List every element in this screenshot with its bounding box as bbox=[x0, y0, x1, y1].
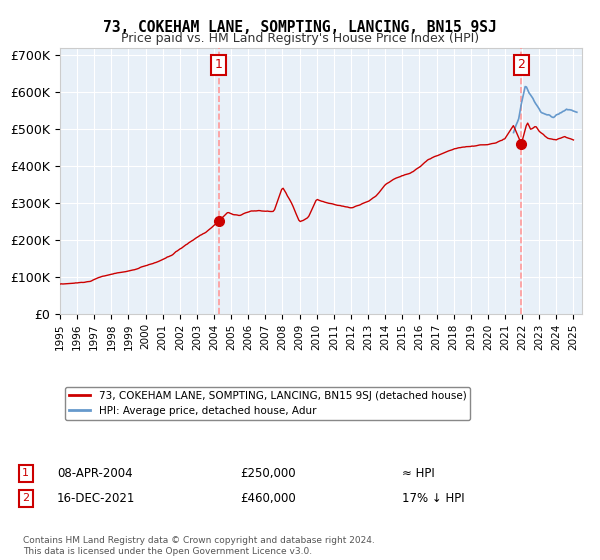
Text: 1: 1 bbox=[22, 468, 29, 478]
Text: 73, COKEHAM LANE, SOMPTING, LANCING, BN15 9SJ: 73, COKEHAM LANE, SOMPTING, LANCING, BN1… bbox=[103, 20, 497, 35]
Legend: 73, COKEHAM LANE, SOMPTING, LANCING, BN15 9SJ (detached house), HPI: Average pri: 73, COKEHAM LANE, SOMPTING, LANCING, BN1… bbox=[65, 386, 470, 420]
Text: 08-APR-2004: 08-APR-2004 bbox=[57, 466, 133, 480]
Text: 16-DEC-2021: 16-DEC-2021 bbox=[57, 492, 136, 505]
Text: 2: 2 bbox=[22, 493, 29, 503]
Text: 17% ↓ HPI: 17% ↓ HPI bbox=[402, 492, 464, 505]
Text: 2: 2 bbox=[517, 58, 526, 71]
Text: £460,000: £460,000 bbox=[240, 492, 296, 505]
Text: Contains HM Land Registry data © Crown copyright and database right 2024.
This d: Contains HM Land Registry data © Crown c… bbox=[23, 536, 374, 556]
Text: £250,000: £250,000 bbox=[240, 466, 296, 480]
Text: 1: 1 bbox=[215, 58, 223, 71]
Text: ≈ HPI: ≈ HPI bbox=[402, 466, 435, 480]
Text: Price paid vs. HM Land Registry's House Price Index (HPI): Price paid vs. HM Land Registry's House … bbox=[121, 32, 479, 45]
